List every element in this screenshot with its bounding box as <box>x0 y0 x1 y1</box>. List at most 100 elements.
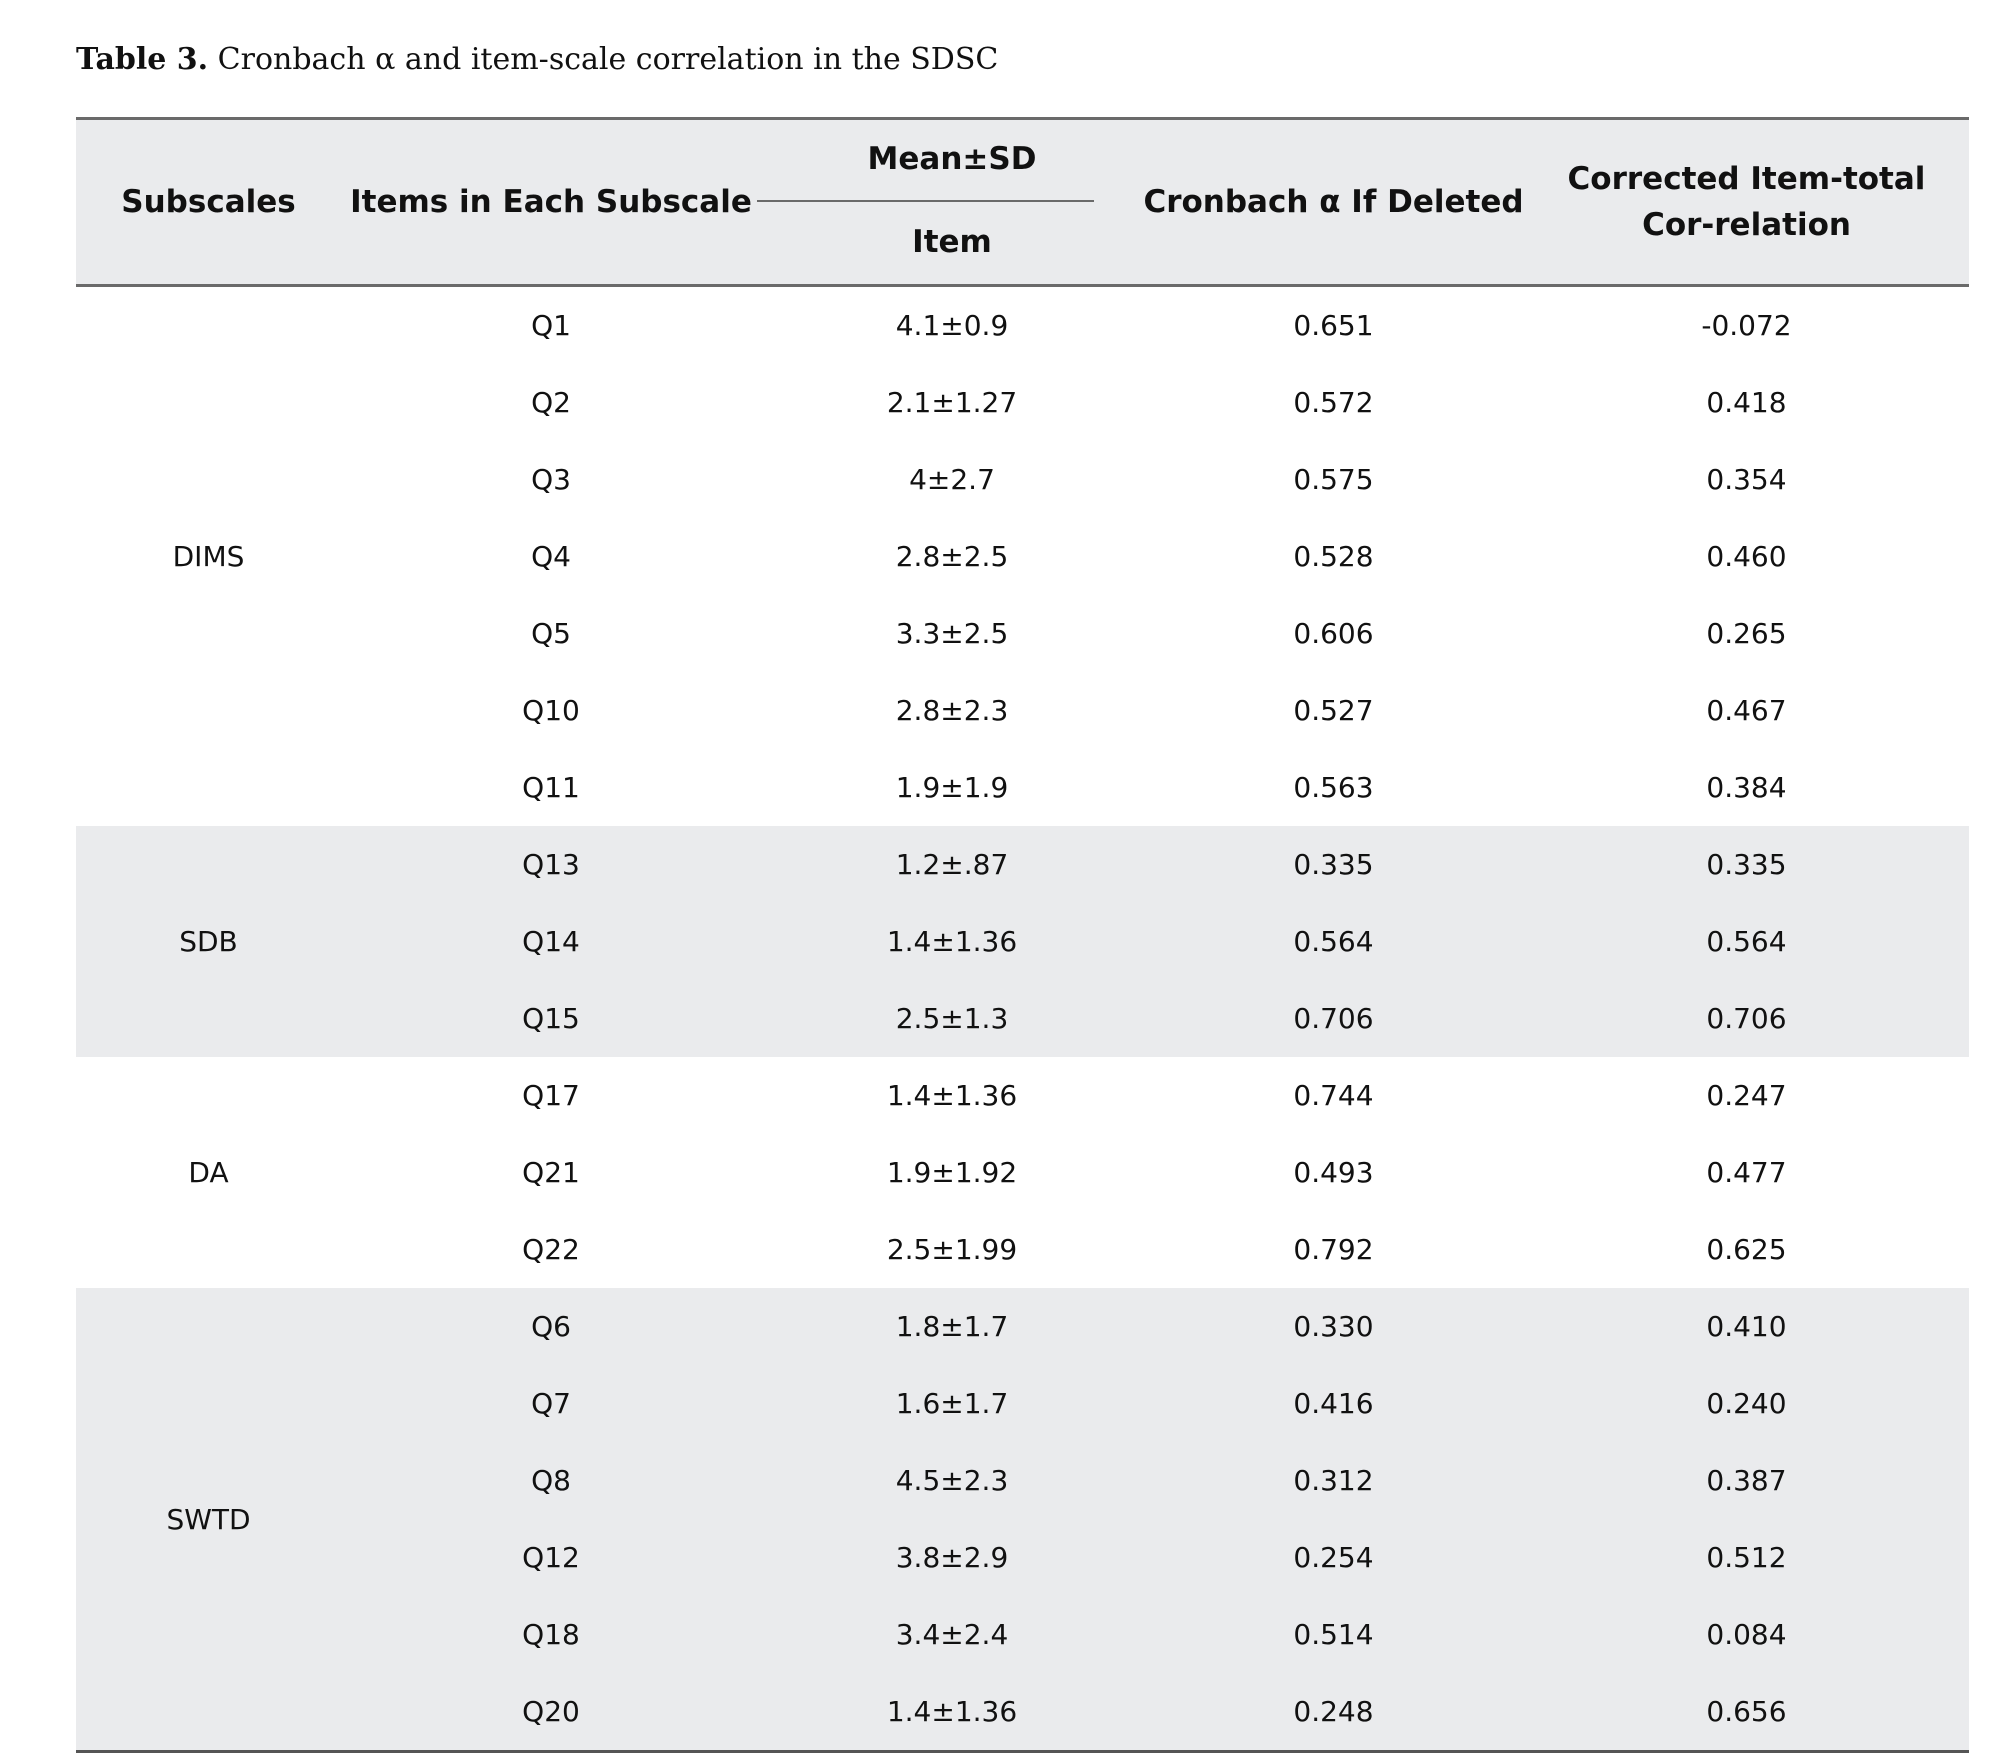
table-caption: Table 3. Cronbach α and item-scale corre… <box>76 38 998 82</box>
correlation-cell: 0.477 <box>1706 1156 1787 1189</box>
mean-sd-cell: 1.2±.87 <box>895 848 1009 881</box>
header-item: Item <box>912 224 992 260</box>
correlation-cell: 0.706 <box>1706 1002 1787 1035</box>
table-row: Q22 2.5±1.99 0.792 0.625 <box>341 1211 1969 1288</box>
item-cell: Q8 <box>531 1464 571 1497</box>
item-cell: Q5 <box>531 617 571 650</box>
item-cell: Q21 <box>522 1156 580 1189</box>
mean-sd-cell: 4.1±0.9 <box>895 309 1009 342</box>
item-cell: Q14 <box>522 925 580 958</box>
table-row: Q6 1.8±1.7 0.330 0.410 <box>341 1288 1969 1365</box>
item-cell: Q10 <box>522 694 580 727</box>
subscale-group: DIMS Q1 4.1±0.9 0.651 -0.072 Q2 2.1±1.27 0.572 0… <box>76 287 1969 826</box>
mean-sd-cell: 2.1±1.27 <box>886 386 1018 419</box>
correlation-cell: 0.512 <box>1706 1541 1787 1574</box>
cronbach-alpha-cell: 0.792 <box>1293 1233 1374 1266</box>
table-row: Q5 3.3±2.5 0.606 0.265 <box>341 595 1969 672</box>
cronbach-alpha-cell: 0.335 <box>1293 848 1374 881</box>
correlation-cell: 0.387 <box>1706 1464 1787 1497</box>
correlation-cell: 0.656 <box>1706 1695 1787 1728</box>
cronbach-alpha-cell: 0.312 <box>1293 1464 1374 1497</box>
correlation-cell: 0.564 <box>1706 925 1787 958</box>
table-top-rule <box>76 117 1969 120</box>
header-items: Items in Each Subscale <box>350 184 752 220</box>
subscale-group: DA Q17 1.4±1.36 0.744 0.247 Q21 1.9±1.92 0.493 0… <box>76 1057 1969 1288</box>
subscale-name: SDB <box>179 925 238 958</box>
table-row: Q18 3.4±2.4 0.514 0.084 <box>341 1596 1969 1673</box>
table-row: Q2 2.1±1.27 0.572 0.418 <box>341 364 1969 441</box>
item-cell: Q6 <box>531 1310 571 1343</box>
table-row: Q21 1.9±1.92 0.493 0.477 <box>341 1134 1969 1211</box>
subscale-name: DIMS <box>172 540 245 573</box>
mean-sd-cell: 1.6±1.7 <box>895 1387 1009 1420</box>
correlation-cell: 0.354 <box>1706 463 1787 496</box>
item-cell: Q7 <box>531 1387 571 1420</box>
table-row: Q4 2.8±2.5 0.528 0.460 <box>341 518 1969 595</box>
item-cell: Q3 <box>531 463 571 496</box>
table-row: Q12 3.8±2.9 0.254 0.512 <box>341 1519 1969 1596</box>
cronbach-alpha-cell: 0.248 <box>1293 1695 1374 1728</box>
subscale-rows: Q17 1.4±1.36 0.744 0.247 Q21 1.9±1.92 0.493 0.4… <box>341 1057 1969 1288</box>
header-subscales: Subscales <box>121 184 296 220</box>
cronbach-alpha-cell: 0.254 <box>1293 1541 1374 1574</box>
mean-sd-cell: 2.5±1.99 <box>886 1233 1018 1266</box>
table-row: Q15 2.5±1.3 0.706 0.706 <box>341 980 1969 1057</box>
header-mean-sd: Mean±SD <box>867 141 1037 177</box>
mean-sd-cell: 2.5±1.3 <box>895 1002 1009 1035</box>
mean-sd-cell: 1.4±1.36 <box>886 925 1018 958</box>
mean-sd-cell: 2.8±2.5 <box>895 540 1009 573</box>
item-cell: Q11 <box>522 771 580 804</box>
cronbach-alpha-cell: 0.744 <box>1293 1079 1374 1112</box>
item-cell: Q1 <box>531 309 571 342</box>
mean-sd-cell: 2.8±2.3 <box>895 694 1009 727</box>
correlation-cell: 0.240 <box>1706 1387 1787 1420</box>
subscale-rows: Q1 4.1±0.9 0.651 -0.072 Q2 2.1±1.27 0.572 0.418… <box>341 287 1969 826</box>
subscale-name: DA <box>188 1156 229 1189</box>
table-row: Q3 4±2.7 0.575 0.354 <box>341 441 1969 518</box>
subscale-group: SDB Q13 1.2±.87 0.335 0.335 Q14 1.4±1.36 0.564 0… <box>76 826 1969 1057</box>
subscale-rows: Q13 1.2±.87 0.335 0.335 Q14 1.4±1.36 0.564 0.56… <box>341 826 1969 1057</box>
cronbach-alpha-cell: 0.330 <box>1293 1310 1374 1343</box>
subscale-group: SWTD Q6 1.8±1.7 0.330 0.410 Q7 1.6±1.7 0.416 0.2… <box>76 1288 1969 1750</box>
mean-sd-cell: 1.4±1.36 <box>886 1079 1018 1112</box>
cronbach-alpha-cell: 0.528 <box>1293 540 1374 573</box>
correlation-cell: 0.418 <box>1706 386 1787 419</box>
cronbach-alpha-cell: 0.527 <box>1293 694 1374 727</box>
correlation-cell: 0.265 <box>1706 617 1787 650</box>
header-cronbach-alpha: Cronbach α If Deleted <box>1143 184 1524 220</box>
table-row: Q13 1.2±.87 0.335 0.335 <box>341 826 1969 903</box>
table-row: Q17 1.4±1.36 0.744 0.247 <box>341 1057 1969 1134</box>
correlation-cell: 0.247 <box>1706 1079 1787 1112</box>
correlation-cell: 0.467 <box>1706 694 1787 727</box>
item-cell: Q2 <box>531 386 571 419</box>
table-body: DIMS Q1 4.1±0.9 0.651 -0.072 Q2 2.1±1.27 0.572 0… <box>76 287 1969 1750</box>
table-header: Subscales Items in Each Subscale Mean±SD… <box>76 120 1969 284</box>
item-cell: Q12 <box>522 1541 580 1574</box>
cronbach-alpha-cell: 0.514 <box>1293 1618 1374 1651</box>
cronbach-alpha-cell: 0.706 <box>1293 1002 1374 1035</box>
table-row: Q11 1.9±1.9 0.563 0.384 <box>341 749 1969 826</box>
cronbach-alpha-cell: 0.416 <box>1293 1387 1374 1420</box>
item-cell: Q18 <box>522 1618 580 1651</box>
table-row: Q1 4.1±0.9 0.651 -0.072 <box>341 287 1969 364</box>
cronbach-alpha-cell: 0.651 <box>1293 309 1374 342</box>
table-caption-text: Cronbach α and item-scale correlation in… <box>208 42 999 77</box>
subscale-name: SWTD <box>166 1502 251 1536</box>
item-cell: Q4 <box>531 540 571 573</box>
mean-sd-cell: 4±2.7 <box>909 463 995 496</box>
mean-sd-cell: 3.4±2.4 <box>895 1618 1009 1651</box>
cronbach-alpha-cell: 0.564 <box>1293 925 1374 958</box>
table-caption-label: Table 3. <box>76 42 209 77</box>
correlation-cell: 0.625 <box>1706 1233 1787 1266</box>
correlation-cell: 0.335 <box>1706 848 1787 881</box>
mean-sd-cell: 1.4±1.36 <box>886 1695 1018 1728</box>
correlation-cell: 0.460 <box>1706 540 1787 573</box>
cronbach-alpha-cell: 0.493 <box>1293 1156 1374 1189</box>
mean-sd-cell: 4.5±2.3 <box>895 1464 1009 1497</box>
header-corrected-correlation: Corrected Item-total Cor-relation <box>1524 120 1969 284</box>
item-cell: Q17 <box>522 1079 580 1112</box>
correlation-cell: 0.384 <box>1706 771 1787 804</box>
header-corrected-correlation-text: Corrected Item-total Cor-relation <box>1567 161 1926 243</box>
item-cell: Q20 <box>522 1695 580 1728</box>
table-row: Q20 1.4±1.36 0.248 0.656 <box>341 1673 1969 1750</box>
